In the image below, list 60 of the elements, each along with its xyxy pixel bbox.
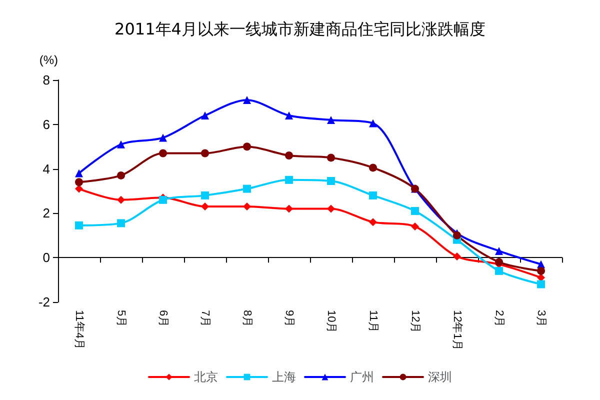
y-tick-label: 0 [42, 250, 50, 266]
point [75, 169, 83, 178]
point [411, 206, 419, 215]
x-tick-label: 12年1月 [451, 310, 463, 350]
point [285, 204, 293, 213]
point [159, 149, 167, 158]
point [117, 196, 125, 204]
x-tick-label: 2月 [493, 310, 505, 328]
point [369, 191, 377, 200]
point [369, 218, 377, 226]
y-tick-label: 2 [42, 206, 50, 221]
chart-title: 2011年4月以来一线城市新建商品住宅同比涨跌幅度 [114, 20, 486, 38]
x-tick-label: 12月 [409, 310, 421, 334]
point [159, 134, 167, 142]
point [201, 202, 209, 211]
point [243, 142, 251, 151]
y-axis-title: (%) [39, 53, 58, 67]
point [243, 202, 251, 211]
point [201, 112, 209, 120]
point [411, 222, 419, 231]
legend-label: 深圳 [428, 370, 452, 384]
x-tick-label: 6月 [157, 310, 169, 328]
legend-label: 北京 [194, 370, 218, 384]
x-tick-label: 9月 [283, 310, 295, 328]
point [453, 252, 461, 260]
point [285, 151, 293, 160]
point [243, 96, 251, 104]
point [285, 112, 293, 120]
x-tick-label: 10月 [325, 310, 337, 334]
point [369, 164, 377, 172]
x-tick-label: 7月 [199, 310, 211, 328]
point [327, 116, 335, 124]
point [243, 184, 251, 193]
point [327, 177, 335, 186]
point [117, 219, 125, 228]
point [75, 221, 83, 230]
y-tick-label: -2 [38, 294, 50, 310]
point [117, 171, 125, 180]
point [537, 280, 545, 288]
point [327, 204, 335, 213]
x-tick-label: 8月 [241, 310, 253, 328]
y-tick-label: 4 [42, 161, 50, 176]
y-tick-label: 8 [42, 72, 50, 88]
point [201, 149, 209, 158]
point [75, 178, 83, 186]
point [201, 191, 209, 200]
point [117, 140, 125, 148]
x-tick-label: 3月 [535, 310, 547, 328]
point [495, 266, 503, 275]
legend-label: 上海 [272, 370, 296, 384]
legend-label: 广州 [350, 370, 374, 384]
x-tick-label: 11月 [367, 310, 379, 332]
x-tick-label: 11年4月 [73, 310, 85, 350]
x-tick-label: 5月 [115, 310, 127, 328]
point [327, 154, 335, 162]
point [285, 176, 293, 184]
point [495, 246, 503, 255]
y-tick-label: 6 [42, 116, 50, 132]
point [369, 119, 377, 128]
point [537, 266, 545, 275]
